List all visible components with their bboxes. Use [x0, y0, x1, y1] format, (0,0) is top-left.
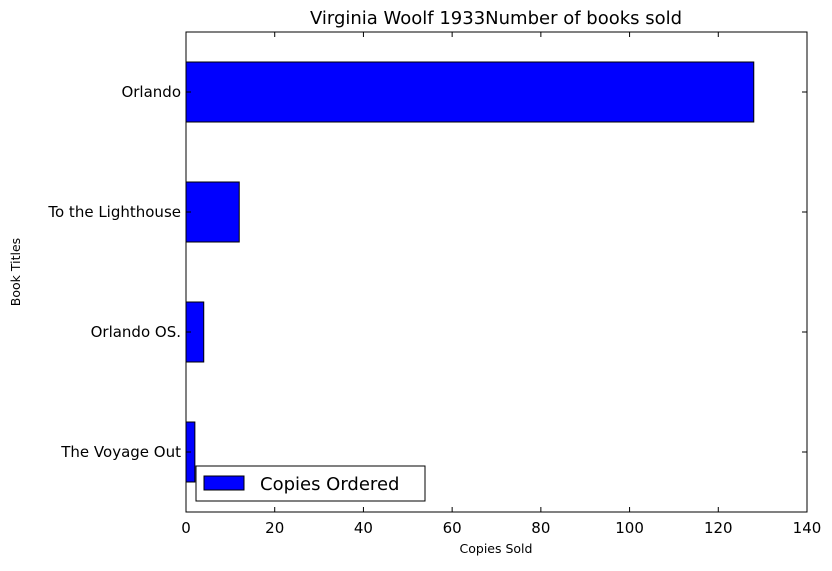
x-tick-label: 40 [354, 519, 373, 537]
y-tick-label: The Voyage Out [60, 443, 181, 461]
chart-title: Virginia Woolf 1933Number of books sold [310, 8, 682, 29]
y-tick-label: Orlando OS. [91, 323, 181, 341]
x-tick-label: 100 [615, 519, 644, 537]
legend: Copies Ordered [195, 465, 426, 502]
y-tick-label: Orlando [121, 83, 181, 101]
x-tick-label: 60 [443, 519, 462, 537]
x-tick-label: 120 [704, 519, 733, 537]
legend-swatch [203, 475, 245, 491]
x-tick-label: 0 [181, 519, 191, 537]
bar [185, 181, 240, 243]
x-tick-label: 80 [531, 519, 550, 537]
y-axis-title: Book Titles [8, 238, 23, 306]
plot-frame [185, 31, 808, 513]
plot-area: The Voyage Out Orlando OS. To the Lighthou… [47, 31, 822, 537]
x-axis-title: Copies Sold [460, 541, 533, 556]
y-tick-label: To the Lighthouse [47, 203, 181, 221]
x-tick-label: 140 [793, 519, 822, 537]
x-tick-label: 20 [265, 519, 284, 537]
bar [185, 61, 755, 123]
legend-label: Copies Ordered [260, 474, 399, 495]
